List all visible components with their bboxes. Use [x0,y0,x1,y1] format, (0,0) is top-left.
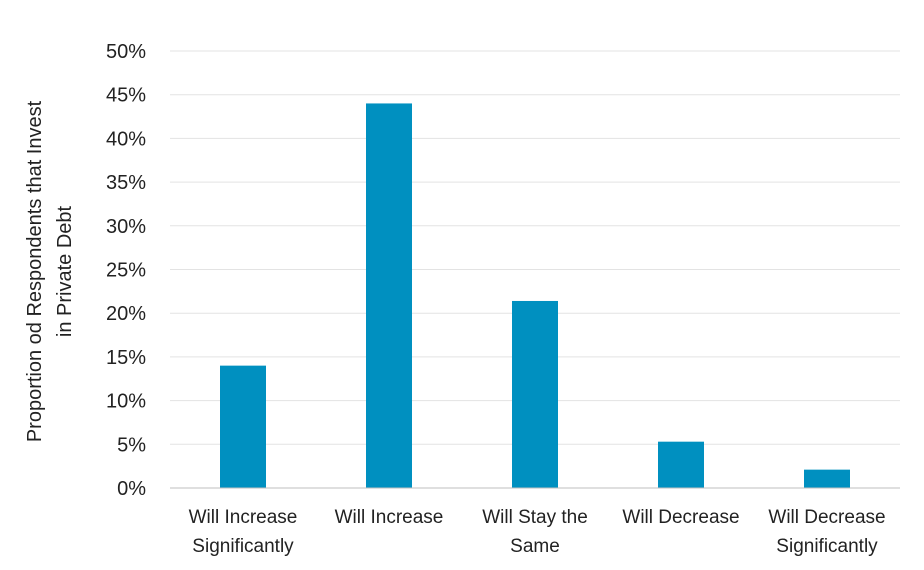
y-axis-title-text: Proportion od Respondents that Invest in … [24,100,76,442]
y-tick-label: 25% [106,260,146,282]
bar [366,103,412,488]
x-category-label: Will Increase [335,507,444,528]
y-tick-labels: 0% 5% 10% 15% 20% 25% 30% 35% 40% 45% 50% [106,41,146,500]
bar [804,469,850,488]
gridlines [170,50,900,445]
x-category-labels: Will Increase Significantly Will Increase W… [189,507,886,557]
x-category-label: Will Stay the Same [482,507,588,557]
bar [658,441,704,488]
bar [220,365,266,488]
y-tick-label: 50% [106,41,146,63]
bar [512,300,558,488]
x-category-label: Will Decrease [622,507,739,528]
y-tick-label: 35% [106,172,146,194]
y-axis-title: Proportion od Respondents that Invest in … [24,100,76,442]
x-category-label: Will Decrease Significantly [768,507,885,557]
x-category-label: Will Increase Significantly [189,507,298,557]
y-tick-label: 40% [106,128,146,150]
bars [220,103,850,488]
y-tick-label: 5% [117,434,146,456]
y-tick-label: 30% [106,216,146,238]
y-tick-label: 0% [117,478,146,500]
y-tick-label: 10% [106,391,146,413]
y-tick-label: 45% [106,85,146,107]
y-tick-label: 20% [106,303,146,325]
y-tick-label: 15% [106,347,146,369]
